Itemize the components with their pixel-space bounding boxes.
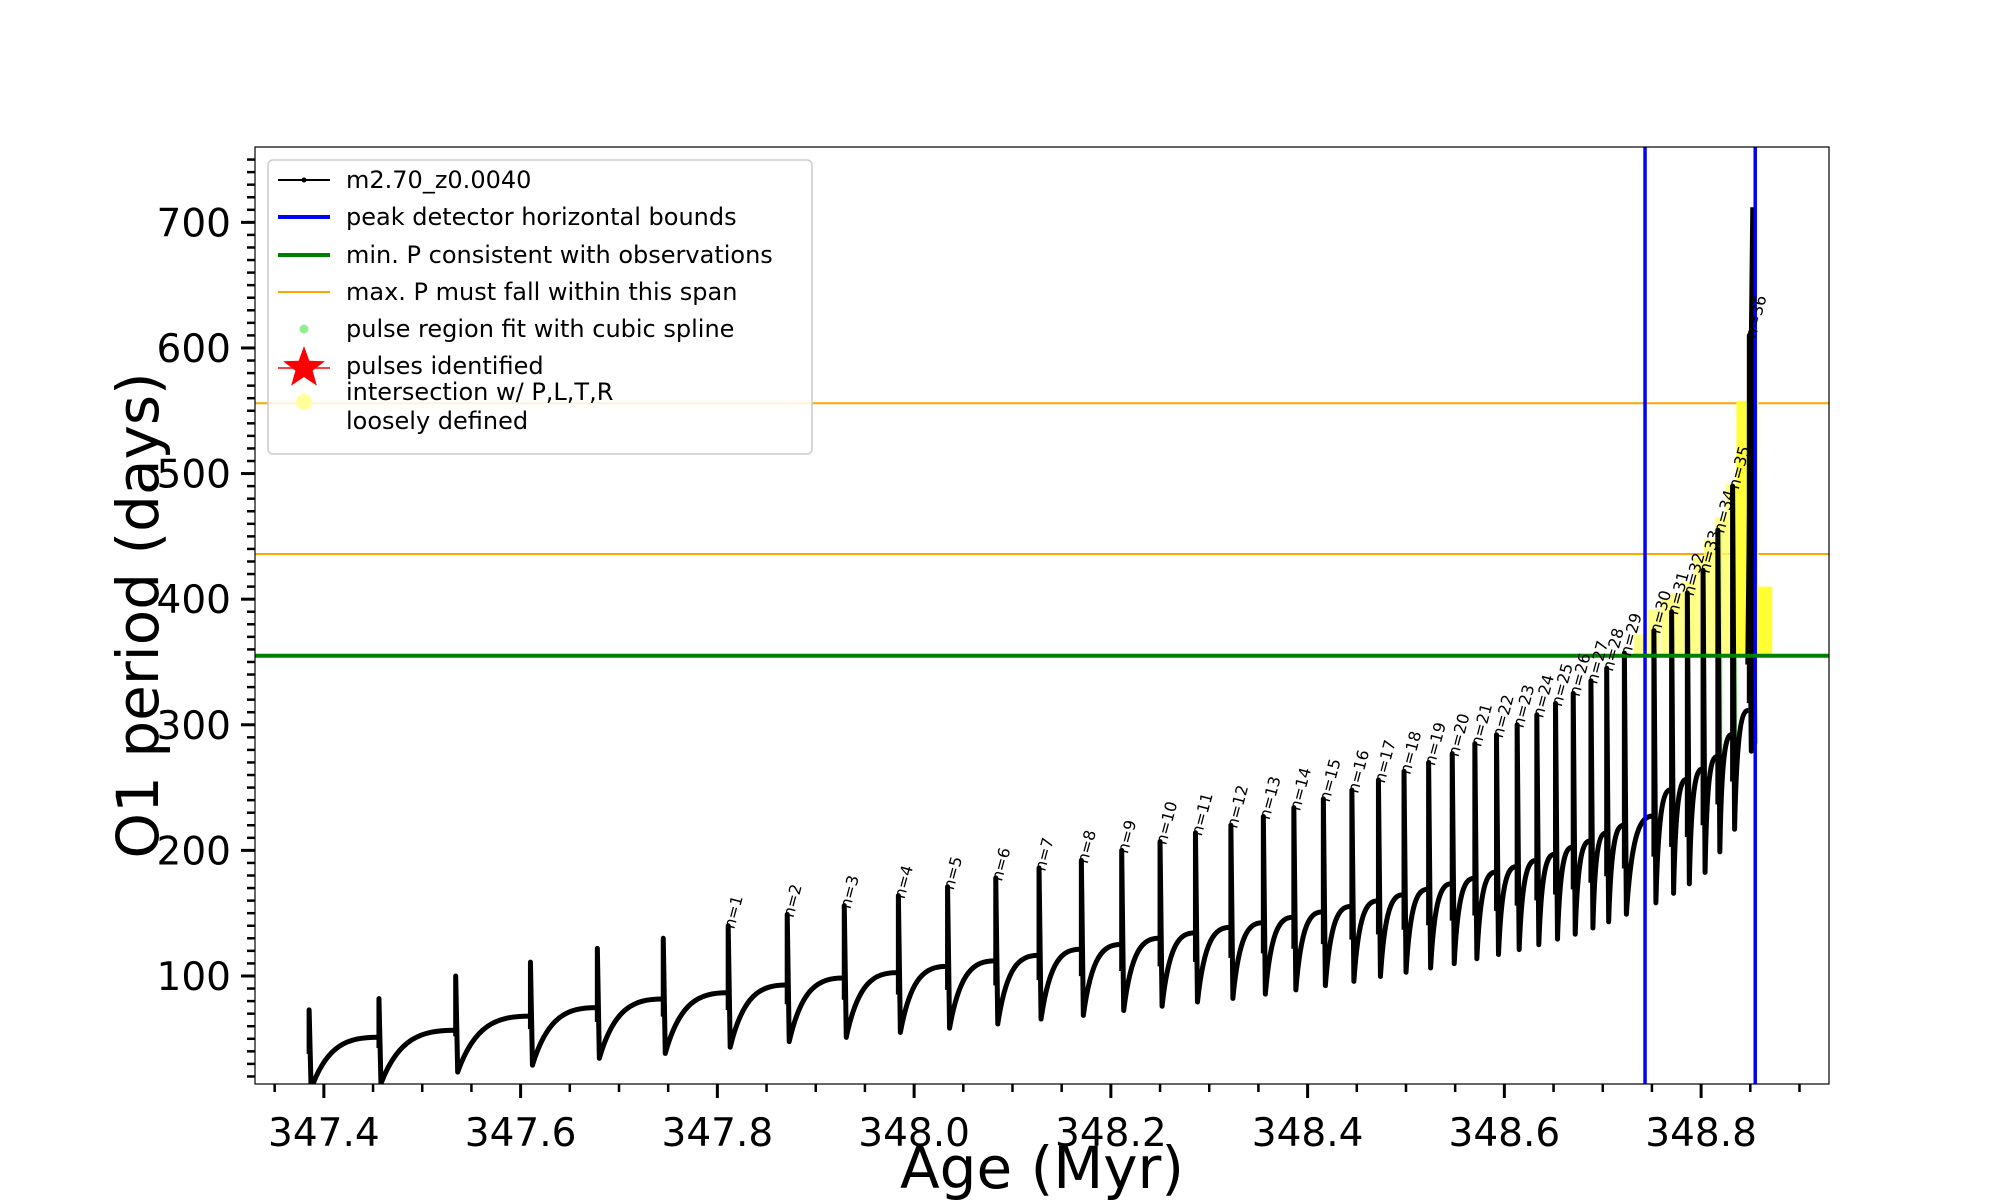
y-tick-label-3: 300 <box>157 704 231 749</box>
pulse-curve-4 <box>527 959 597 1068</box>
pulse-curve-22 <box>1349 787 1378 984</box>
x-tick-label-1: 347.4 <box>268 1111 380 1156</box>
x-tick-label-4: 348.0 <box>858 1111 970 1156</box>
x-tick-label-5: 348.2 <box>1055 1111 1167 1156</box>
legend-box <box>267 159 813 455</box>
pulse-curve-8 <box>784 911 844 1045</box>
x-tick-label-2: 347.6 <box>465 1111 577 1156</box>
y-tick-label-4: 400 <box>157 578 231 623</box>
pulse-curve-27 <box>1472 741 1496 962</box>
pulse-curve-20 <box>1291 805 1323 993</box>
x-tick-label-8: 348.8 <box>1645 1111 1757 1156</box>
intersection-band-1 <box>1634 634 1647 656</box>
pulse-curve-36 <box>1651 628 1672 906</box>
pulse-curve-3 <box>453 973 530 1075</box>
y-tick-label-1: 100 <box>157 955 231 1000</box>
legend-marker-dot-5 <box>299 324 309 334</box>
pulse-curve-17 <box>1192 830 1231 1005</box>
pulse-curve-5 <box>594 945 663 1061</box>
pulse-curve-41 <box>1730 483 1749 832</box>
plot-frame <box>254 146 1830 1085</box>
pulse-curve-21 <box>1320 796 1352 989</box>
pulse-curve-24 <box>1401 768 1428 975</box>
pulse-curve-18 <box>1228 822 1263 1001</box>
pulse-curve-25 <box>1426 759 1452 971</box>
x-axis-title: Age (Myr) <box>900 1134 1184 1200</box>
legend-label-5: pulse region fit with cubic spline <box>346 315 734 343</box>
y-tick-label-7: 700 <box>157 201 231 246</box>
pulse-curve-9 <box>841 903 898 1040</box>
pulse-curve-6 <box>660 935 728 1056</box>
pulse-curve-30 <box>1534 712 1556 948</box>
pulse-curve-15 <box>1119 847 1160 1014</box>
y-tick-label-5: 500 <box>157 453 231 498</box>
pulse-curve-28 <box>1493 732 1517 958</box>
intersection-band-7 <box>1703 538 1716 656</box>
pulse-curve-23 <box>1375 777 1404 979</box>
legend-label-2: peak detector horizontal bounds <box>346 203 737 231</box>
legend-marker-dot <box>301 177 307 183</box>
pulse-curve-32 <box>1570 690 1591 937</box>
legend-label-4: max. P must fall within this span <box>346 278 737 306</box>
pulse-curve-19 <box>1260 813 1294 997</box>
y-tick-label-6: 600 <box>157 327 231 372</box>
x-tick-label-3: 347.8 <box>662 1111 774 1156</box>
axes: 347.4 347.6 347.8 348.0 348.2 348.4 348.6 348.8… <box>157 158 1801 1156</box>
y-axis-title: O1 period (days) <box>104 372 172 858</box>
pulse-curve-31 <box>1553 700 1573 942</box>
legend-label-6: pulses identified <box>346 352 544 380</box>
pulse-curve-12 <box>993 875 1039 1027</box>
x-tick-label-7: 348.6 <box>1449 1111 1561 1156</box>
pulse-curve-13 <box>1036 865 1081 1022</box>
pulse-curve-11 <box>945 884 995 1031</box>
pulse-curve-1 <box>306 1007 378 1084</box>
pulse-curve-38 <box>1684 590 1703 887</box>
pulse-curve-40 <box>1715 527 1733 855</box>
x-tick-label-6: 348.4 <box>1252 1111 1364 1156</box>
pulse-curve-16 <box>1157 839 1195 1009</box>
pulse-curve-42 <box>1746 332 1754 754</box>
legend-label-7b: loosely defined <box>346 407 528 435</box>
pulse-curve-35 <box>1621 650 1654 917</box>
pulse-curve-29 <box>1514 722 1537 953</box>
pulse-curve-26 <box>1449 751 1475 967</box>
pulse-curve-14 <box>1078 857 1121 1018</box>
legend-marker-star <box>283 346 325 386</box>
legend-label-1: m2.70_z0.0040 <box>346 166 531 194</box>
pulse-curve-10 <box>895 893 947 1035</box>
pulse-curve-33 <box>1588 678 1607 931</box>
pulse-curve-39 <box>1700 567 1718 875</box>
pulse-curve-7 <box>725 923 787 1050</box>
y-tick-label-2: 200 <box>157 829 231 874</box>
legend-label-3: min. P consistent with observations <box>346 241 773 269</box>
pulse-curve-37 <box>1669 609 1688 896</box>
legend-marker-dot-7 <box>296 394 312 410</box>
pulse-curve-34 <box>1604 665 1624 925</box>
legend-label-7: intersection w/ P,L,T,R <box>346 378 613 406</box>
